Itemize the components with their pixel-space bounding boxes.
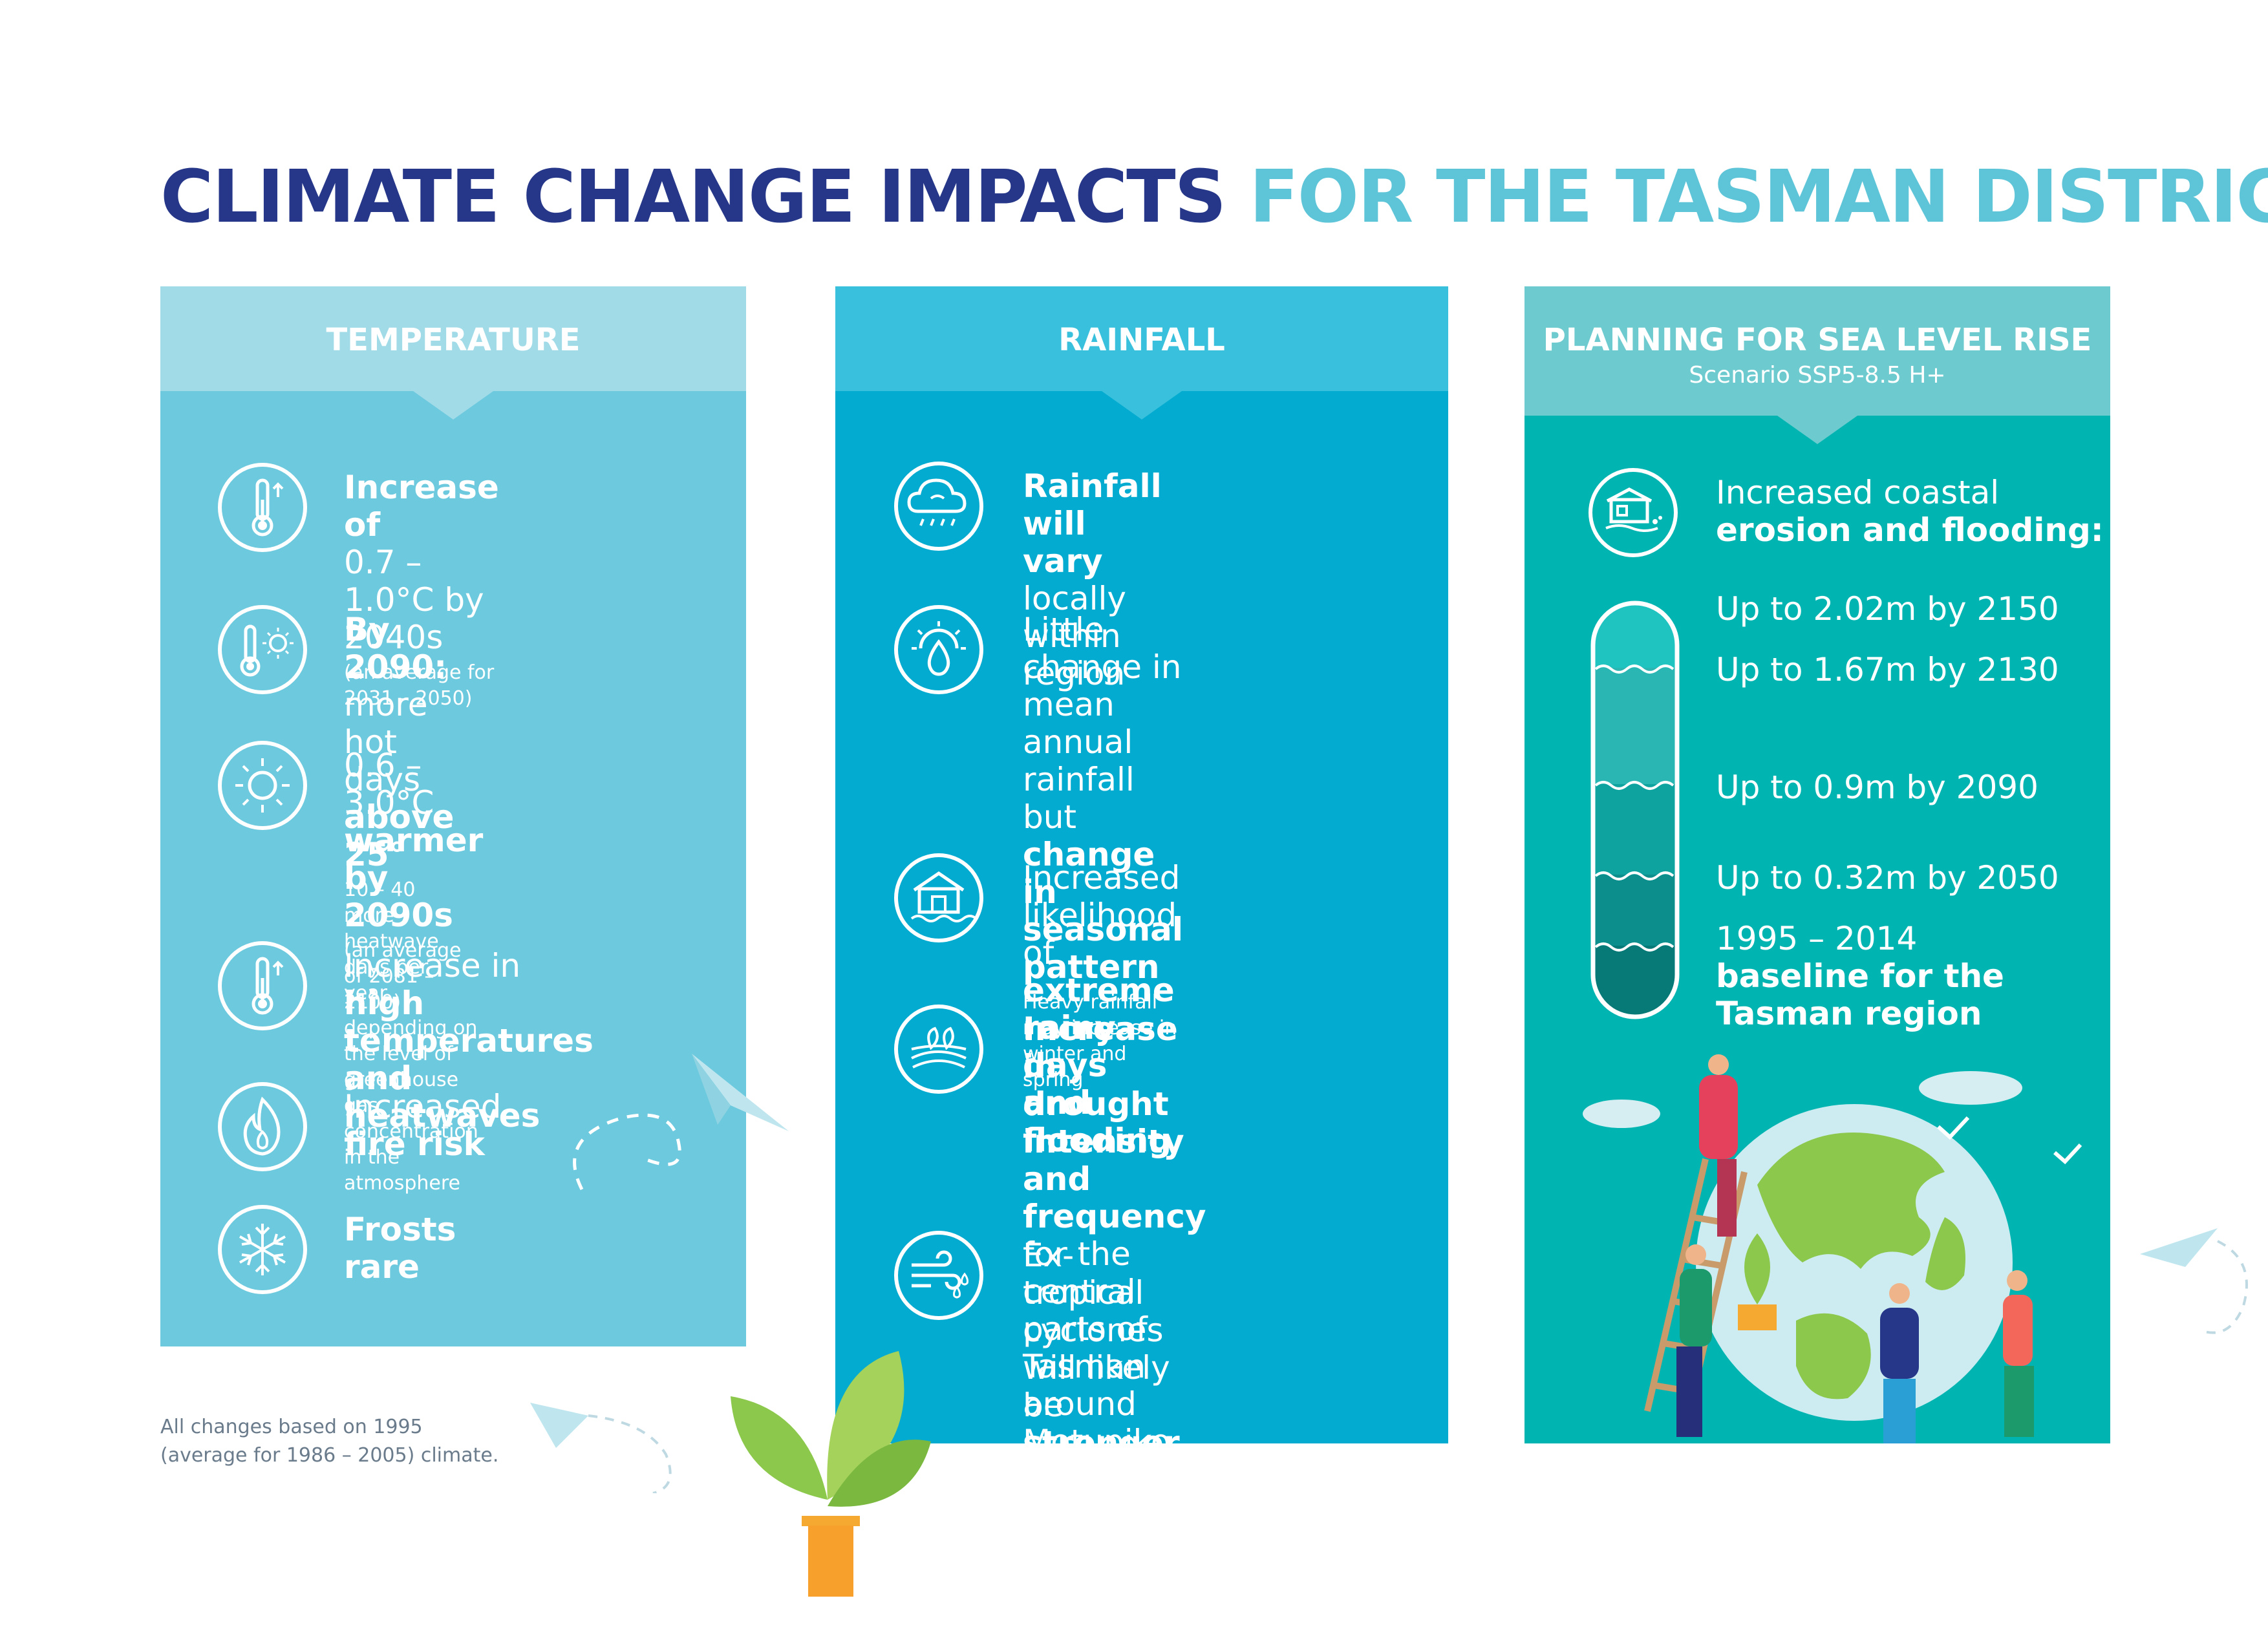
rainfall-item-text: Little change in mean annual rainfall but … [1023,611,1183,1093]
sea-level-2130: Up to 1.67m by 2130 [1716,651,2059,688]
sea-level-2090: Up to 0.9m by 2090 [1716,769,2038,806]
sea-level-2050: Up to 0.32m by 2050 [1716,859,2059,897]
flooded-house-icon [894,853,983,942]
potted-plant-icon [731,1351,931,1597]
baseline-label-2: Tasman region [1716,995,1982,1032]
rainfall-panel: RAINFALL Rainfall will vary locally withi… [835,286,1448,1649]
temperature-item-note: (an average for 2031 – 2050) [344,661,495,710]
title-part-1: CLIMATE CHANGE IMPACTS [160,155,1226,239]
temperature-item-note: (an average of 2081 – 2100) depending on… [344,939,478,1195]
sea-level-2150: Up to 2.02m by 2150 [1716,590,2059,628]
sea-level-panel: PLANNING FOR SEA LEVEL RISE Scenario SSP… [1524,286,2110,1443]
baseline-years: 1995 – 2014 [1716,920,1918,957]
temperature-item-text: Increased fire risk [344,1088,502,1163]
rainfall-panel-header [835,286,1448,391]
sea-level-panel-header [1524,286,2110,416]
baseline-fill [1593,946,1677,1017]
sea-level-baseline: 1995 – 2014 baseline for the Tasman regi… [1716,920,2004,1032]
temperature-item-text: 0.6 – 3.0°C warmer by 2090s (an average of… [344,747,483,1197]
drought-field-icon [894,1005,983,1094]
wind-rain-icon [894,1231,983,1320]
rainfall-item-text: Increased likelihood of extreme rainy days… [1023,859,1181,1159]
temperature-header-notch [413,391,493,420]
sea-level-header-notch [1777,416,1857,444]
rain-cloud-icon [894,462,983,551]
temperature-panel: TEMPERATURE Increase of 0.7 – 1.0°C by 20… [160,286,746,1346]
temperature-panel-header [160,286,746,391]
paper-plane-icon [573,1054,789,1191]
temperature-item-text: Increase of 0.7 – 1.0°C by 2040s (an avera… [344,469,499,712]
sea-level-subheading: Scenario SSP5-8.5 H+ [1689,362,1946,388]
rainfall-header-notch [1102,391,1182,420]
thermometer-up-icon [218,941,307,1030]
thermometer-sun-icon [218,605,307,694]
sea-level-heading: PLANNING FOR SEA LEVEL RISE [1543,322,2092,358]
footnote-line-1: All changes based on 1995 [160,1416,423,1438]
sea-level-tube [1590,601,1680,1019]
rainfall-item-text: Increase in drought intensity and frequenc… [1023,1010,1206,1460]
temperature-item-text: By 2090: more hot days above 25° 10 – 40 m… [344,611,454,1006]
flame-icon [218,1082,307,1171]
footnote-line-2: (average for 1986 – 2005) climate. [160,1444,499,1467]
sun-raindrop-icon [894,605,983,694]
paper-plane-right-icon [2140,1228,2248,1334]
thermometer-up-icon [218,463,307,552]
title-part-2: FOR THE TASMAN DISTRICT [1249,155,2268,239]
sea-level-intro-bold: erosion and flooding: [1716,511,2104,549]
temperature-item-note: 10 – 40 more heatwave days per year [344,878,439,1005]
paper-plane-small-icon [530,1403,672,1493]
baseline-label-1: baseline for the [1716,957,2004,995]
temperature-heading: TEMPERATURE [326,322,581,358]
rainfall-heading: RAINFALL [1058,322,1225,358]
footnote: All changes based on 1995 (average for 1… [160,1413,498,1470]
snowflake-icon [218,1205,307,1294]
rainfall-item-text: Rainfall will vary locally within region [1023,467,1162,692]
rainfall-item-text: Ex-tropical cyclones will likely be stron… [1023,1237,1184,1649]
sea-level-intro: Increased coastal erosion and flooding: [1716,474,2104,549]
rainfall-item-note: Heavy rainfall may increase in winter an… [1023,991,1177,1091]
sun-icon [218,741,307,830]
sea-level-intro-normal: Increased coastal [1716,474,2000,511]
earth-people-illustration [1583,1054,2082,1443]
coastal-house-icon [1589,468,1678,557]
temperature-item-text: Frosts rare [344,1211,456,1286]
page-title: CLIMATE CHANGE IMPACTS FOR THE TASMAN DI… [160,155,2268,239]
temperature-item-text: Increase in high temperatures and heatwave… [344,947,594,1134]
